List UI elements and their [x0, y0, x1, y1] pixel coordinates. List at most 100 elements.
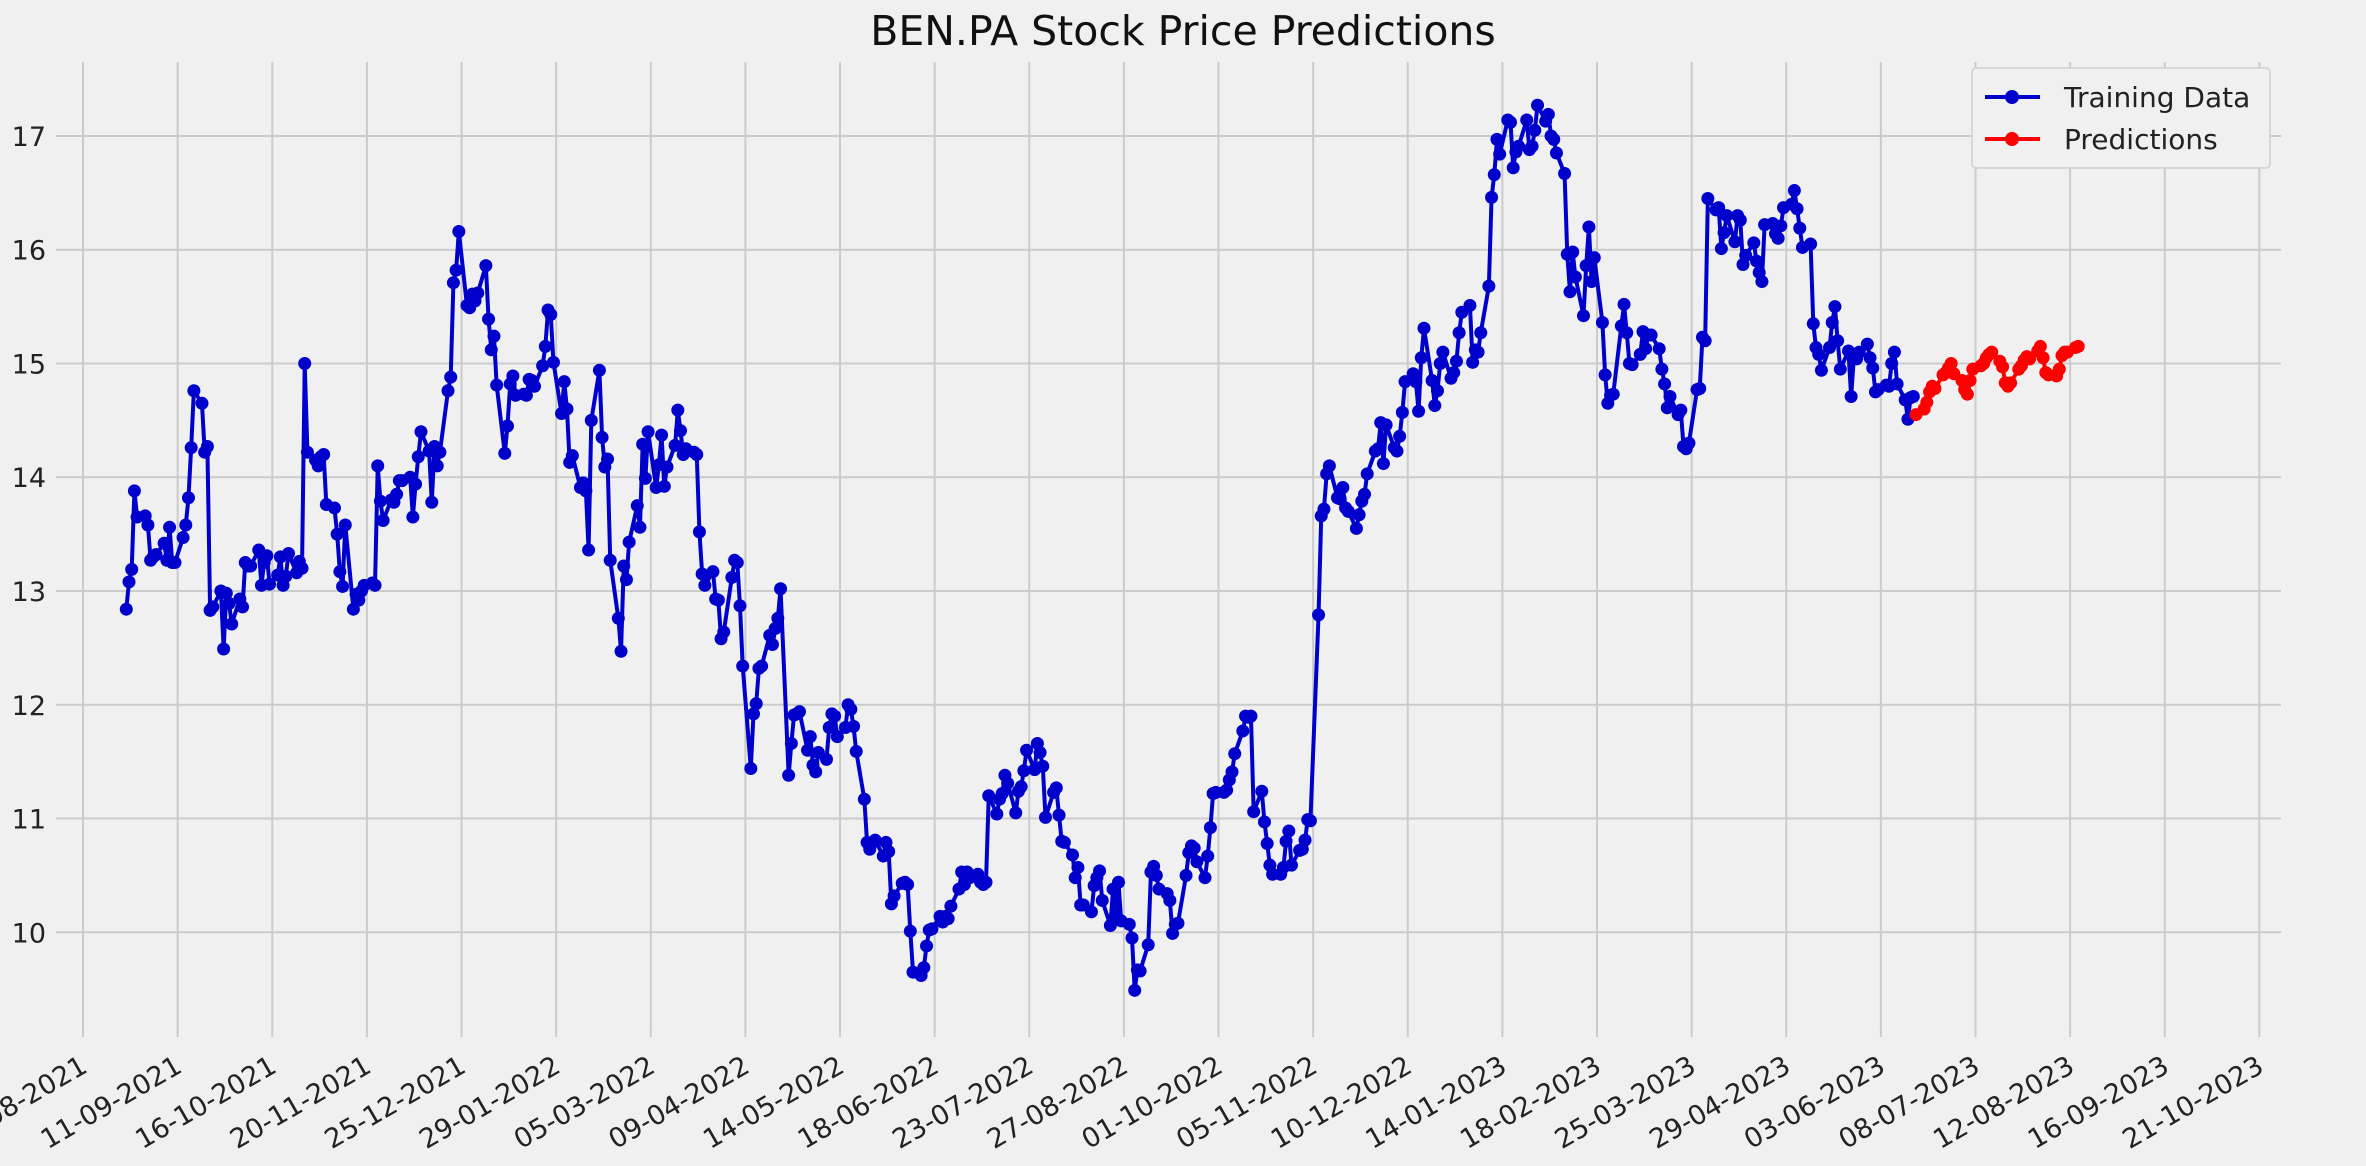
- data-point: [801, 743, 815, 757]
- data-point: [1471, 345, 1485, 359]
- data-point: [149, 548, 163, 562]
- data-point: [219, 586, 233, 600]
- data-point: [1125, 931, 1139, 945]
- legend-training-label: Training Data: [2063, 81, 2250, 114]
- data-point: [433, 445, 447, 459]
- data-point: [592, 363, 606, 377]
- data-point: [1228, 747, 1242, 761]
- data-point: [317, 447, 331, 461]
- data-point: [711, 593, 725, 607]
- data-point: [1774, 219, 1788, 233]
- data-point: [1682, 436, 1696, 450]
- data-point: [546, 355, 560, 369]
- data-point: [849, 744, 863, 758]
- data-point: [1558, 166, 1572, 180]
- data-point: [176, 531, 190, 545]
- data-point: [1395, 405, 1409, 419]
- data-point: [1531, 98, 1545, 112]
- data-point: [1576, 309, 1590, 323]
- data-point: [1071, 860, 1085, 874]
- data-point: [857, 792, 871, 806]
- data-point: [122, 575, 136, 589]
- data-point: [1417, 321, 1431, 335]
- data-point: [1095, 893, 1109, 907]
- data-point: [373, 494, 387, 508]
- data-point: [1739, 248, 1753, 262]
- data-point: [1828, 300, 1842, 314]
- data-point: [1606, 387, 1620, 401]
- data-point: [995, 787, 1009, 801]
- y-axis-ticks: 10 11 12 13 14 15 16 17: [12, 122, 46, 949]
- data-point: [411, 450, 425, 464]
- data-point: [601, 452, 615, 466]
- data-point: [1322, 459, 1336, 473]
- data-point: [1863, 351, 1877, 365]
- data-point: [452, 225, 466, 239]
- data-point: [619, 573, 633, 587]
- legend-item-predictions: Predictions: [1985, 123, 2218, 156]
- data-point: [1017, 764, 1031, 778]
- data-point: [730, 556, 744, 570]
- data-point: [1814, 363, 1828, 377]
- data-point: [1398, 375, 1412, 389]
- data-point: [990, 807, 1004, 821]
- data-point: [1833, 362, 1847, 376]
- data-point: [414, 425, 428, 439]
- data-point: [327, 501, 341, 515]
- data-point: [557, 375, 571, 389]
- data-point: [446, 276, 460, 290]
- data-point: [1093, 864, 1107, 878]
- data-point: [390, 487, 404, 501]
- data-point: [1674, 403, 1688, 417]
- data-point: [336, 579, 350, 593]
- data-point: [1390, 444, 1404, 458]
- data-point: [1257, 815, 1271, 829]
- data-point: [749, 697, 763, 711]
- data-point: [236, 600, 250, 614]
- data-point: [425, 495, 439, 509]
- data-point: [1549, 146, 1563, 160]
- data-point: [479, 259, 493, 273]
- data-point: [1806, 317, 1820, 331]
- y-tick-label: 17: [12, 122, 46, 153]
- data-point: [655, 428, 669, 442]
- data-point: [641, 425, 655, 439]
- data-point: [1720, 209, 1734, 223]
- data-point: [1996, 360, 2010, 374]
- data-point: [982, 789, 996, 803]
- data-point: [376, 513, 390, 527]
- data-point: [1493, 147, 1507, 161]
- data-point: [498, 446, 512, 460]
- data-point: [1655, 362, 1669, 376]
- data-point: [538, 339, 552, 353]
- data-point: [1890, 377, 1904, 391]
- data-point: [1831, 334, 1845, 348]
- data-point: [1887, 345, 1901, 359]
- data-point: [1255, 784, 1269, 798]
- data-point: [1009, 806, 1023, 820]
- data-point: [1474, 326, 1488, 340]
- data-point: [695, 567, 709, 581]
- y-tick-label: 12: [12, 691, 46, 722]
- data-point: [1712, 201, 1726, 215]
- data-point: [1579, 259, 1593, 273]
- data-point: [1433, 356, 1447, 370]
- data-point: [844, 702, 858, 716]
- data-point: [1812, 347, 1826, 361]
- data-point: [657, 479, 671, 493]
- data-point: [668, 438, 682, 452]
- grid-lines: [56, 62, 2281, 1037]
- data-point: [1804, 237, 1818, 251]
- data-point: [1336, 480, 1350, 494]
- data-point: [1566, 245, 1580, 259]
- data-point: [1412, 404, 1426, 418]
- y-tick-label: 15: [12, 349, 46, 380]
- data-point: [1447, 366, 1461, 380]
- series-training-data: [119, 98, 1920, 997]
- data-point: [706, 565, 720, 579]
- data-point: [536, 359, 550, 373]
- data-point: [920, 939, 934, 953]
- data-point: [1866, 361, 1880, 375]
- data-point: [1001, 776, 1015, 790]
- data-point: [225, 617, 239, 631]
